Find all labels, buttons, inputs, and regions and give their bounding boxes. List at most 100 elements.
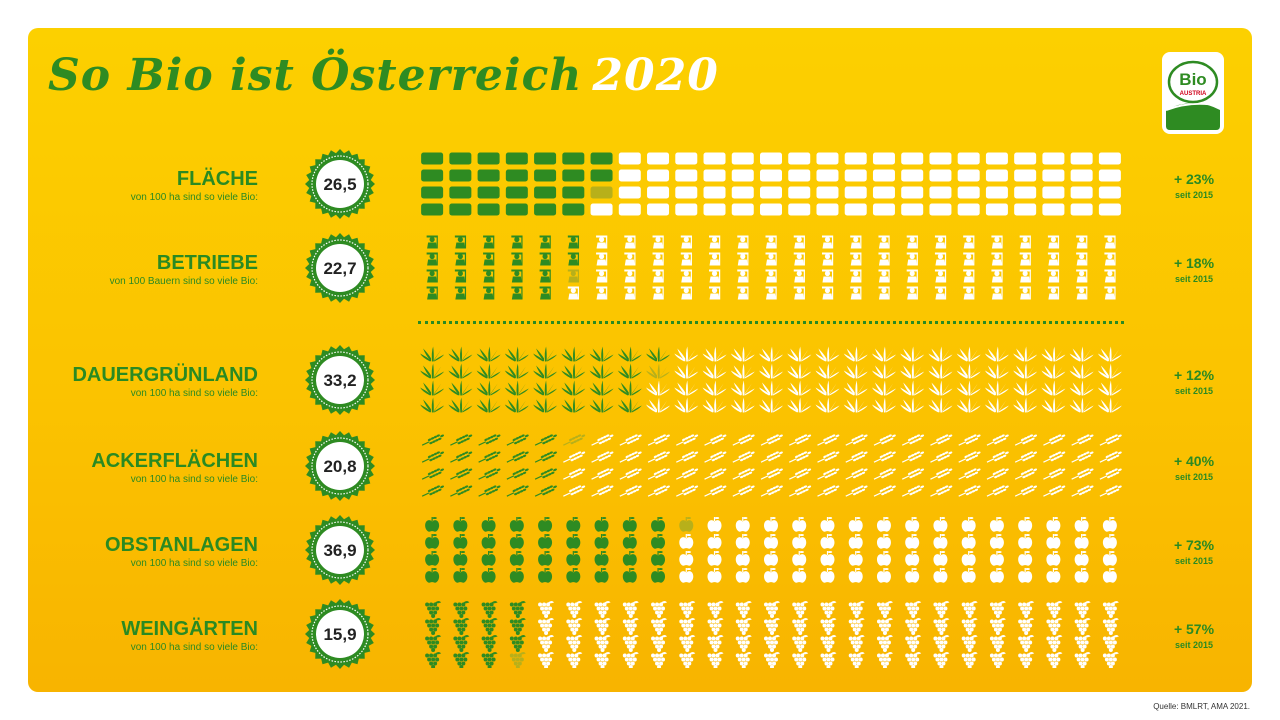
conventional-unit-grapes-icon: [933, 618, 950, 635]
category-label: DAUERGRÜNLAND: [72, 364, 258, 386]
conventional-unit-grass-icon: [759, 346, 783, 362]
organic-unit-field-tile-icon: [421, 152, 444, 165]
organic-unit-grass-icon: [561, 363, 586, 379]
source-note: Quelle: BMLRT, AMA 2021.: [1153, 702, 1250, 711]
conventional-unit-field-tile-icon: [844, 186, 867, 199]
conventional-unit-grass-icon: [984, 380, 1009, 396]
conventional-unit-field-tile-icon: [872, 203, 895, 216]
conventional-unit-grapes-icon: [1046, 601, 1063, 618]
partial-unit-field-tile-icon: [590, 186, 613, 199]
conventional-unit-farmer-icon: [850, 252, 862, 266]
organic-unit-wheat-icon: [506, 485, 529, 497]
conventional-unit-grass-icon: [956, 346, 981, 362]
conventional-unit-farmer-icon: [709, 235, 721, 249]
organic-unit-grapes-icon: [481, 601, 498, 618]
conventional-unit-grapes-icon: [566, 601, 583, 618]
organic-unit-grass-icon: [617, 397, 642, 413]
conventional-unit-wheat-icon: [704, 485, 727, 497]
conventional-unit-field-tile-icon: [788, 203, 811, 216]
conventional-unit-wheat-icon: [845, 485, 868, 497]
change-percent: + 57%: [1173, 621, 1215, 637]
partial-unit-wheat-icon: [563, 434, 586, 446]
conventional-unit-farmer-icon: [624, 286, 636, 300]
partial-unit-grass-icon: [646, 363, 671, 379]
conventional-unit-farmer-icon: [765, 286, 777, 300]
organic-unit-apple-icon: [425, 568, 440, 583]
conventional-unit-apple-icon: [933, 517, 948, 532]
organic-unit-apple-icon: [453, 534, 468, 549]
conventional-unit-farmer-icon: [624, 252, 636, 266]
conventional-unit-apple-icon: [961, 534, 976, 549]
conventional-unit-farmer-icon: [906, 235, 918, 249]
conventional-unit-wheat-icon: [901, 468, 925, 480]
conventional-unit-farmer-icon: [737, 252, 749, 266]
conventional-unit-field-tile-icon: [816, 203, 839, 216]
organic-unit-field-tile-icon: [562, 169, 585, 182]
conventional-unit-wheat-icon: [1099, 485, 1122, 497]
change-note: seit 2015: [1174, 556, 1214, 566]
organic-unit-farmer-icon: [426, 235, 438, 249]
conventional-unit-apple-icon: [764, 517, 778, 532]
conventional-unit-grass-icon: [900, 363, 925, 379]
conventional-unit-field-tile-icon: [957, 169, 980, 182]
conventional-unit-wheat-icon: [704, 468, 727, 480]
conventional-unit-wheat-icon: [1014, 434, 1038, 446]
organic-unit-farmer-icon: [539, 235, 551, 249]
category-subtitle: von 100 Bauern sind so viele Bio:: [109, 276, 258, 287]
conventional-unit-grapes-icon: [735, 618, 752, 635]
conventional-unit-farmer-icon: [963, 235, 975, 249]
conventional-unit-farmer-icon: [1104, 286, 1116, 300]
organic-unit-field-tile-icon: [534, 203, 557, 216]
conventional-unit-apple-icon: [679, 551, 694, 566]
organic-unit-apple-icon: [622, 517, 637, 532]
organic-unit-apple-icon: [481, 568, 496, 583]
conventional-unit-grass-icon: [1041, 397, 1066, 413]
conventional-unit-field-tile-icon: [675, 152, 698, 165]
conventional-unit-grapes-icon: [735, 652, 752, 668]
organic-unit-farmer-icon: [511, 286, 523, 300]
conventional-unit-wheat-icon: [1099, 468, 1122, 480]
conventional-unit-grass-icon: [928, 346, 953, 362]
conventional-unit-wheat-icon: [647, 468, 670, 480]
conventional-unit-wheat-icon: [986, 451, 1009, 463]
conventional-unit-farmer-icon: [709, 269, 721, 283]
organic-unit-apple-icon: [481, 551, 496, 566]
organic-unit-apple-icon: [651, 568, 666, 583]
conventional-unit-farmer-icon: [878, 269, 890, 283]
value-label: 36,9: [323, 541, 356, 560]
conventional-unit-grapes-icon: [594, 618, 611, 635]
conventional-unit-wheat-icon: [958, 451, 981, 463]
organic-unit-apple-icon: [651, 534, 666, 549]
organic-unit-grass-icon: [420, 346, 445, 362]
organic-unit-wheat-icon: [534, 485, 557, 497]
conventional-unit-grapes-icon: [679, 601, 696, 618]
organic-unit-apple-icon: [651, 517, 666, 532]
organic-unit-wheat-icon: [478, 451, 501, 463]
organic-unit-grass-icon: [533, 397, 558, 413]
conventional-unit-farmer-icon: [652, 286, 664, 300]
organic-unit-apple-icon: [594, 517, 609, 532]
conventional-unit-grapes-icon: [961, 601, 978, 618]
conventional-unit-field-tile-icon: [1098, 152, 1121, 165]
conventional-unit-apple-icon: [1046, 568, 1061, 583]
conventional-unit-field-tile-icon: [844, 169, 867, 182]
conventional-unit-wheat-icon: [1099, 451, 1122, 463]
conventional-unit-field-tile-icon: [788, 186, 811, 199]
conventional-unit-field-tile-icon: [760, 169, 782, 182]
conventional-unit-farmer-icon: [567, 286, 580, 300]
conventional-unit-grapes-icon: [707, 635, 724, 652]
organic-unit-wheat-icon: [506, 468, 529, 480]
conventional-unit-grapes-icon: [566, 652, 583, 668]
conventional-unit-grapes-icon: [933, 652, 950, 668]
conventional-unit-grass-icon: [1097, 346, 1122, 362]
conventional-unit-farmer-icon: [652, 269, 664, 283]
organic-unit-grapes-icon: [425, 618, 442, 635]
conventional-unit-wheat-icon: [647, 451, 670, 463]
conventional-unit-apple-icon: [1046, 534, 1061, 549]
value-label: 20,8: [323, 457, 356, 476]
conventional-unit-grapes-icon: [622, 618, 639, 635]
conventional-unit-grapes-icon: [905, 618, 922, 635]
organic-unit-apple-icon: [594, 568, 609, 583]
conventional-unit-farmer-icon: [737, 269, 749, 283]
conventional-unit-grapes-icon: [1046, 635, 1063, 652]
